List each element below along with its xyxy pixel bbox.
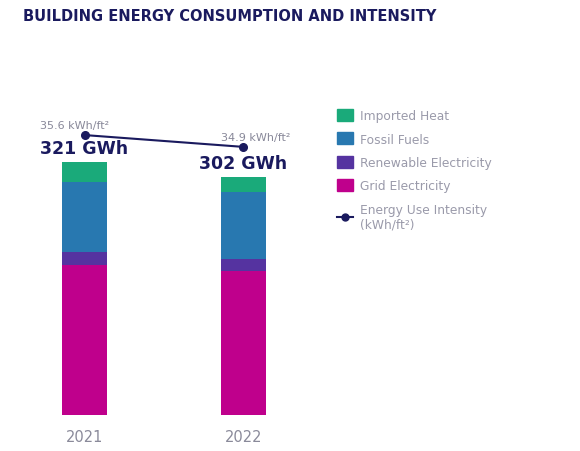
Bar xyxy=(62,253,107,266)
Bar xyxy=(221,177,266,193)
Text: 321 GWh: 321 GWh xyxy=(41,140,129,158)
Legend: Imported Heat, Fossil Fuels, Renewable Electricity, Grid Electricity, Energy Use: Imported Heat, Fossil Fuels, Renewable E… xyxy=(337,110,492,231)
Bar xyxy=(62,266,107,415)
Text: 302 GWh: 302 GWh xyxy=(200,155,287,173)
Text: 2022: 2022 xyxy=(224,429,262,444)
Text: 34.9 kWh/ft²: 34.9 kWh/ft² xyxy=(222,133,291,143)
Bar xyxy=(221,193,266,259)
Text: BUILDING ENERGY CONSUMPTION AND INTENSITY: BUILDING ENERGY CONSUMPTION AND INTENSIT… xyxy=(23,9,437,24)
Bar xyxy=(62,182,107,253)
Text: 2021: 2021 xyxy=(66,429,103,444)
Text: 35.6 kWh/ft²: 35.6 kWh/ft² xyxy=(41,121,110,131)
Bar xyxy=(62,162,107,182)
Bar xyxy=(221,271,266,415)
Bar xyxy=(221,259,266,271)
